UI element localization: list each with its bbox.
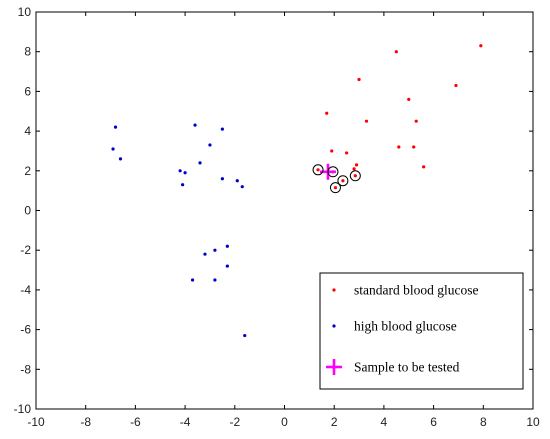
data-point-standard-blood-glucose xyxy=(364,119,369,123)
x-tick-label: 10 xyxy=(526,415,540,429)
neighbor-circle xyxy=(337,175,349,187)
y-tick-label: 6 xyxy=(24,84,31,98)
legend-label: high blood glucose xyxy=(354,319,457,334)
y-tick-label: -6 xyxy=(20,323,31,337)
data-point-standard-blood-glucose xyxy=(341,179,345,183)
y-tick-label: -10 xyxy=(14,402,32,416)
data-point-high-blood-glucose xyxy=(235,179,239,183)
data-point-standard-blood-glucose xyxy=(394,50,398,54)
legend-label: Sample to be tested xyxy=(354,360,460,375)
x-tick-label: 4 xyxy=(381,415,388,429)
data-point-high-blood-glucose xyxy=(193,123,197,127)
data-point-standard-blood-glucose xyxy=(345,151,349,155)
data-point-high-blood-glucose xyxy=(213,248,217,252)
neighbor-circle xyxy=(312,164,324,176)
legend: standard blood glucose high blood glucose… xyxy=(319,272,524,390)
y-tick-label: -2 xyxy=(20,243,31,257)
data-point-standard-blood-glucose xyxy=(397,145,401,149)
data-point-standard-blood-glucose xyxy=(414,119,418,123)
data-point-standard-blood-glucose xyxy=(454,83,458,88)
neighbor-circle xyxy=(349,170,361,182)
data-point-high-blood-glucose xyxy=(220,127,224,131)
data-point-high-blood-glucose xyxy=(183,171,187,175)
y-tick-label: -8 xyxy=(20,362,31,376)
x-tick-label: -10 xyxy=(27,415,45,429)
data-point-standard-blood-glucose xyxy=(422,165,426,169)
data-point-standard-blood-glucose xyxy=(353,174,357,178)
data-point-high-blood-glucose xyxy=(118,157,123,161)
x-tick-label: 6 xyxy=(430,415,437,429)
data-point-high-blood-glucose xyxy=(220,177,224,181)
y-tick-label: 2 xyxy=(24,164,31,178)
legend-marker xyxy=(332,324,336,328)
data-point-high-blood-glucose xyxy=(178,169,182,173)
x-tick-label: 0 xyxy=(281,415,288,429)
data-point-standard-blood-glucose xyxy=(412,145,416,149)
data-point-high-blood-glucose xyxy=(225,244,229,248)
data-point-standard-blood-glucose xyxy=(316,168,320,172)
data-point-standard-blood-glucose xyxy=(407,97,411,101)
data-point-standard-blood-glucose xyxy=(479,44,483,48)
data-point-standard-blood-glucose xyxy=(330,149,334,153)
y-tick-label: -4 xyxy=(20,283,31,297)
data-point-high-blood-glucose xyxy=(203,252,207,256)
data-point-high-blood-glucose xyxy=(198,161,202,165)
neighbor-circle xyxy=(329,182,341,194)
y-tick-label: 4 xyxy=(24,124,31,138)
data-point-high-blood-glucose xyxy=(113,125,118,129)
x-tick-label: -4 xyxy=(180,415,191,429)
data-point-high-blood-glucose xyxy=(213,278,217,282)
x-tick-label: -2 xyxy=(229,415,240,429)
data-point-high-blood-glucose xyxy=(240,185,244,189)
legend-marker-sample xyxy=(326,359,342,375)
y-tick-label: 0 xyxy=(24,204,31,218)
data-point-standard-blood-glucose xyxy=(333,186,338,190)
data-point-standard-blood-glucose xyxy=(354,163,359,167)
legend-marker xyxy=(332,288,336,292)
x-tick-label: 8 xyxy=(480,415,487,429)
data-point-high-blood-glucose xyxy=(190,278,195,282)
data-point-high-blood-glucose xyxy=(111,147,115,151)
x-tick-label: 2 xyxy=(331,415,338,429)
data-point-standard-blood-glucose xyxy=(357,77,361,82)
legend-label: standard blood glucose xyxy=(354,283,478,298)
x-tick-label: -8 xyxy=(80,415,91,429)
data-points xyxy=(111,44,483,338)
neighbor-circle xyxy=(327,166,339,178)
y-tick-label: 8 xyxy=(24,45,31,59)
data-point-high-blood-glucose xyxy=(181,183,185,187)
axis-ticks: -10 -8 -6 -4 -2 0 2 4 6 8 10 -10 -8 -6 -4 -2 0 2 4 6 8 10 xyxy=(14,5,540,429)
data-point-standard-blood-glucose xyxy=(352,167,356,171)
legend-box xyxy=(319,272,524,390)
data-point-high-blood-glucose xyxy=(243,333,247,338)
data-point-standard-blood-glucose xyxy=(325,111,329,115)
x-tick-label: -6 xyxy=(130,415,141,429)
y-tick-label: 10 xyxy=(18,5,32,19)
data-point-high-blood-glucose xyxy=(208,143,212,147)
data-point-high-blood-glucose xyxy=(225,264,229,268)
